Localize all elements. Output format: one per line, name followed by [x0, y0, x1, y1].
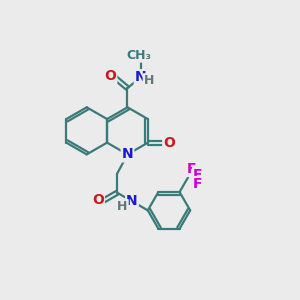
Text: N: N [122, 147, 133, 161]
Text: O: O [164, 136, 175, 150]
Text: N: N [135, 70, 146, 84]
Text: CH₃: CH₃ [127, 49, 152, 62]
Text: F: F [193, 168, 203, 182]
Text: H: H [144, 74, 154, 87]
Text: O: O [92, 193, 104, 207]
Text: F: F [186, 162, 196, 176]
Text: O: O [164, 136, 175, 150]
Text: O: O [104, 69, 116, 83]
Text: H: H [117, 200, 128, 213]
Text: N: N [126, 194, 138, 208]
Text: F: F [193, 177, 203, 191]
